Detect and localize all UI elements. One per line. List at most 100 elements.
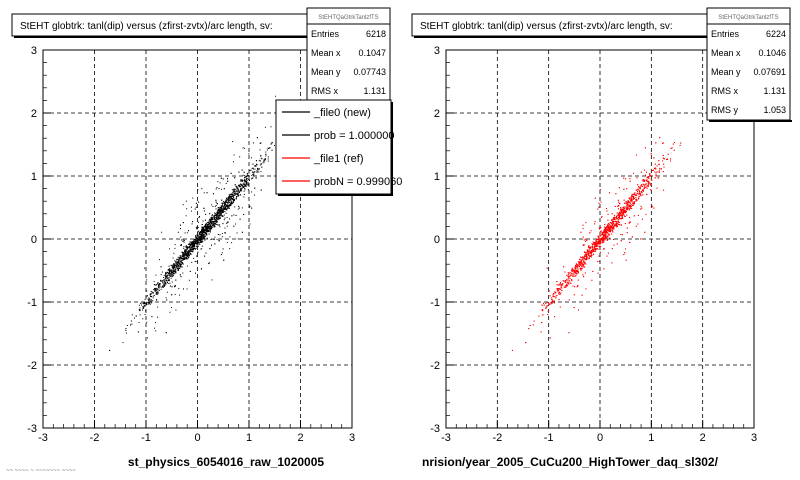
data-point — [624, 209, 626, 211]
data-point — [600, 245, 602, 247]
data-point — [236, 232, 238, 234]
data-point — [192, 251, 194, 253]
data-point — [582, 265, 584, 267]
data-point — [202, 231, 204, 233]
data-point — [176, 265, 178, 267]
data-point — [265, 153, 267, 155]
data-point — [170, 270, 172, 272]
data-point — [195, 247, 197, 249]
data-point — [257, 167, 259, 169]
data-point — [168, 269, 170, 271]
data-point — [181, 256, 183, 258]
data-point — [593, 242, 595, 244]
data-point — [163, 284, 165, 286]
data-point — [607, 223, 609, 225]
data-point — [189, 253, 191, 255]
data-point — [209, 223, 211, 225]
data-point — [555, 295, 557, 297]
data-point — [612, 227, 614, 229]
data-point — [636, 188, 638, 190]
data-point — [172, 267, 174, 269]
data-point — [258, 168, 260, 170]
data-point — [633, 197, 635, 199]
data-point — [196, 236, 198, 238]
data-point — [256, 171, 258, 173]
data-point — [586, 256, 588, 258]
data-point — [636, 200, 638, 202]
data-point — [602, 248, 604, 250]
data-point — [606, 232, 608, 234]
data-point — [614, 206, 616, 208]
data-point — [182, 238, 184, 240]
data-point — [226, 197, 228, 199]
data-point — [618, 217, 620, 219]
data-point — [192, 242, 194, 244]
data-point — [208, 228, 210, 230]
data-point — [189, 245, 191, 247]
data-point — [227, 207, 229, 209]
data-point — [598, 245, 600, 247]
data-point — [606, 232, 608, 234]
data-point — [251, 191, 253, 193]
data-point — [644, 179, 646, 181]
data-point — [599, 234, 601, 236]
data-point — [217, 207, 219, 209]
data-point — [581, 257, 583, 259]
data-point — [608, 227, 610, 229]
data-point — [161, 285, 163, 287]
data-point — [567, 284, 569, 286]
data-point — [171, 269, 173, 271]
data-point — [212, 227, 214, 229]
y-tick-label: 0 — [31, 234, 37, 246]
data-point — [658, 164, 660, 166]
data-point — [169, 274, 171, 276]
data-point — [627, 206, 629, 208]
data-point — [206, 224, 208, 226]
data-point — [207, 224, 209, 226]
data-point — [656, 171, 658, 173]
data-point — [617, 215, 619, 217]
data-point — [171, 272, 173, 274]
data-point — [214, 225, 216, 227]
data-point — [169, 275, 171, 277]
data-point — [631, 236, 633, 238]
x-tick-label: -1 — [141, 432, 151, 444]
data-point — [182, 256, 184, 258]
data-point — [598, 227, 600, 229]
data-point — [217, 181, 219, 183]
data-point — [173, 264, 175, 266]
data-point — [581, 266, 583, 268]
data-point — [577, 285, 579, 287]
data-point — [240, 179, 242, 181]
data-point — [576, 286, 578, 288]
data-point — [628, 197, 630, 199]
data-point — [639, 186, 641, 188]
data-point — [201, 237, 203, 239]
data-point — [218, 211, 220, 213]
data-point — [177, 268, 179, 270]
data-point — [616, 226, 618, 228]
data-point — [606, 255, 608, 257]
data-point — [240, 183, 242, 185]
data-point — [234, 190, 236, 192]
data-point — [541, 304, 543, 306]
data-point — [180, 260, 182, 262]
data-point — [183, 257, 185, 259]
data-point — [552, 301, 554, 303]
data-point — [639, 194, 641, 196]
data-point — [211, 218, 213, 220]
data-point — [197, 238, 199, 240]
data-point — [254, 165, 256, 167]
data-point — [629, 206, 631, 208]
data-point — [592, 251, 594, 253]
data-point — [208, 262, 210, 264]
data-point — [630, 199, 632, 201]
data-point — [219, 212, 221, 214]
data-point — [655, 172, 657, 174]
data-point — [216, 218, 218, 220]
data-point — [241, 180, 243, 182]
data-point — [230, 196, 232, 198]
data-point — [566, 284, 568, 286]
data-point — [151, 296, 153, 298]
data-point — [632, 196, 634, 198]
